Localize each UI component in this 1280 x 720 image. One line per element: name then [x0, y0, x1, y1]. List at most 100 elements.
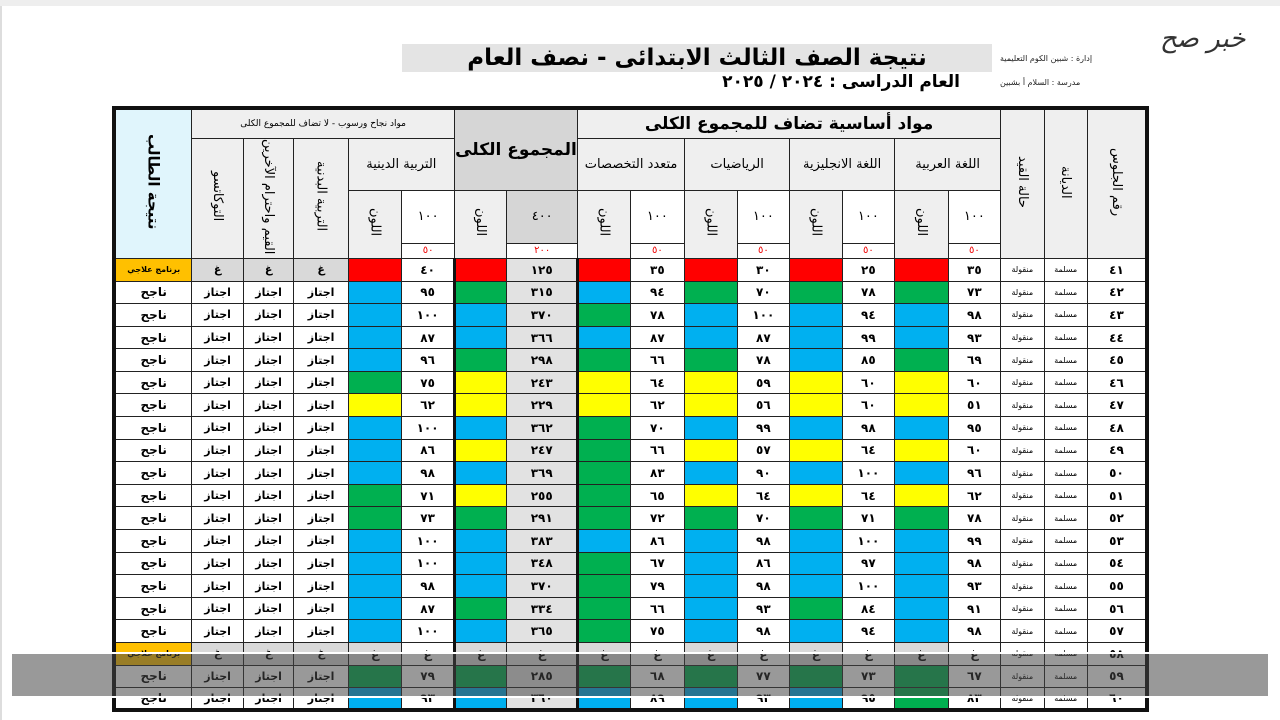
subject-score: ٧٥: [629, 619, 686, 644]
student-result: ناجح: [113, 596, 193, 621]
grade-color-cell: [452, 619, 508, 644]
grade-color-cell: [894, 551, 949, 576]
grade-color-cell: [894, 303, 949, 327]
col-seat: رقم الجلوس: [1086, 107, 1148, 259]
student-result: ناجح: [113, 280, 193, 305]
grade-color-cell: [452, 325, 508, 350]
enrollment-status: منقولة: [1000, 461, 1045, 485]
subject-score: ٩٨: [736, 574, 791, 598]
seat-number: ٥١: [1086, 483, 1148, 508]
grade-color-cell: [684, 483, 738, 508]
pass-fail-subject: اجتاز: [293, 551, 349, 576]
subject-score: ١٠٠: [401, 619, 455, 644]
grade-color-cell: [789, 370, 843, 395]
col-arabic: اللغة العربية: [894, 137, 1002, 191]
subject-score: ٦٤: [841, 438, 896, 463]
grade-color-cell: [576, 506, 631, 531]
religion: مسلمة: [1043, 574, 1088, 598]
min-score-header: ٥٠: [841, 242, 896, 259]
seat-number: ٥٠: [1086, 461, 1148, 485]
grade-color-cell: [789, 596, 843, 621]
subject-score: ٦٠: [841, 393, 896, 418]
student-result: ناجح: [113, 619, 193, 644]
grade-color-cell: [347, 416, 403, 440]
subject-score: ٢٩١: [506, 506, 579, 531]
subject-score: ٧٣: [947, 280, 1002, 305]
table-row: ٥٧ مسلمة منقولة ٩٨ ٩٤ ٩٨ ٧٥ ٣٦٥ ١٠٠ اجتاز اجتاز اجت…: [113, 619, 1148, 644]
subject-score: ٩٧: [841, 551, 896, 576]
color-header: اللون: [684, 189, 738, 259]
pass-fail-subject: اجتاز: [242, 596, 295, 621]
grade-color-cell: [684, 257, 738, 282]
subject-score: ٧٠: [629, 416, 686, 440]
table-row: ٥٦ مسلمة منقولة ٩١ ٨٤ ٩٣ ٦٦ ٣٣٤ ٨٧ اجتاز اجتاز اجتا…: [113, 596, 1148, 621]
religion: مسلمة: [1043, 551, 1088, 576]
grade-color-cell: [576, 551, 631, 576]
subject-score: ٧١: [841, 506, 896, 531]
subject-score: ٦٢: [401, 393, 455, 418]
pass-fail-subject: اجتاز: [293, 506, 349, 531]
grade-color-cell: [789, 506, 843, 531]
grade-color-cell: [684, 551, 738, 576]
grade-color-cell: [347, 393, 403, 418]
pass-fail-subject: اجتاز: [242, 574, 295, 598]
min-score-header: ٥٠: [401, 242, 455, 259]
subject-score: ١٠٠: [841, 529, 896, 553]
subject-score: ٦٠: [947, 438, 1002, 463]
grade-color-cell: [452, 506, 508, 531]
grade-color-cell: [789, 416, 843, 440]
enrollment-status: منقولة: [1000, 551, 1045, 576]
subject-score: ٥٧: [736, 438, 791, 463]
student-result: ناجح: [113, 506, 193, 531]
subject-score: ٣٤٨: [506, 551, 579, 576]
subject-score: ٢٢٩: [506, 393, 579, 418]
subject-score: ٩٨: [736, 529, 791, 553]
max-score-header: ١٠٠: [401, 189, 455, 244]
subject-score: ٩٠: [736, 461, 791, 485]
subject-score: ٩٨: [736, 619, 791, 644]
religion: مسلمة: [1043, 303, 1088, 327]
color-label: اللون: [473, 208, 489, 237]
seat-number: ٤٤: [1086, 325, 1148, 350]
seat-number: ٥٧: [1086, 619, 1148, 644]
grade-color-cell: [684, 393, 738, 418]
pass-fail-subject: اجتاز: [242, 325, 295, 350]
subject-score: ٦٦: [629, 438, 686, 463]
min-score-header: ٥٠: [736, 242, 791, 259]
pass-fail-subject: اجتاز: [293, 619, 349, 644]
grade-color-cell: [347, 506, 403, 531]
grade-color-cell: [894, 280, 949, 305]
subject-score: ٩٤: [629, 280, 686, 305]
pass-fail-subject: اجتاز: [242, 461, 295, 485]
grade-color-cell: [684, 280, 738, 305]
pass-fail-subject: غ: [242, 257, 295, 282]
grade-color-cell: [894, 370, 949, 395]
seat-number: ٤٣: [1086, 303, 1148, 327]
col-english: اللغة الانجليزية: [789, 137, 896, 191]
admin-label: إدارة : شبين الكوم التعليمية: [1000, 54, 1093, 63]
grade-color-cell: [789, 438, 843, 463]
grade-color-cell: [347, 280, 403, 305]
subject-score: ٥١: [947, 393, 1002, 418]
grade-color-cell: [789, 551, 843, 576]
grade-color-cell: [789, 574, 843, 598]
watermark: خبر صح: [1160, 24, 1246, 54]
subject-score: ٩٨: [401, 574, 455, 598]
grade-color-cell: [684, 529, 738, 553]
grade-color-cell: [576, 461, 631, 485]
enrollment-status: منقولة: [1000, 619, 1045, 644]
grade-color-cell: [789, 393, 843, 418]
min-score-header: ٢٠٠: [506, 242, 579, 259]
grade-color-cell: [576, 574, 631, 598]
subject-score: ٧٨: [629, 303, 686, 327]
table-row: ٤٨ مسلمة منقولة ٩٥ ٩٨ ٩٩ ٧٠ ٣٦٢ ١٠٠ اجتاز اجتاز اجت…: [113, 416, 1148, 440]
subject-score: ٨٧: [401, 596, 455, 621]
basic-subjects-group: مواد أساسية تضاف للمجموع الكلى: [577, 107, 1002, 139]
subject-score: ٩٩: [841, 325, 896, 350]
pass-fail-group: مواد نجاح ورسوب - لا تضاف للمجموع الكلى: [191, 107, 455, 139]
seat-number: ٥٥: [1086, 574, 1148, 598]
table-row: ٥٢ مسلمة منقولة ٧٨ ٧١ ٧٠ ٧٢ ٢٩١ ٧٣ اجتاز اجتاز اجتا…: [113, 506, 1148, 531]
religion: مسلمة: [1043, 596, 1088, 621]
seat-number: ٥٣: [1086, 529, 1148, 553]
enrollment-status: منقولة: [1000, 483, 1045, 508]
